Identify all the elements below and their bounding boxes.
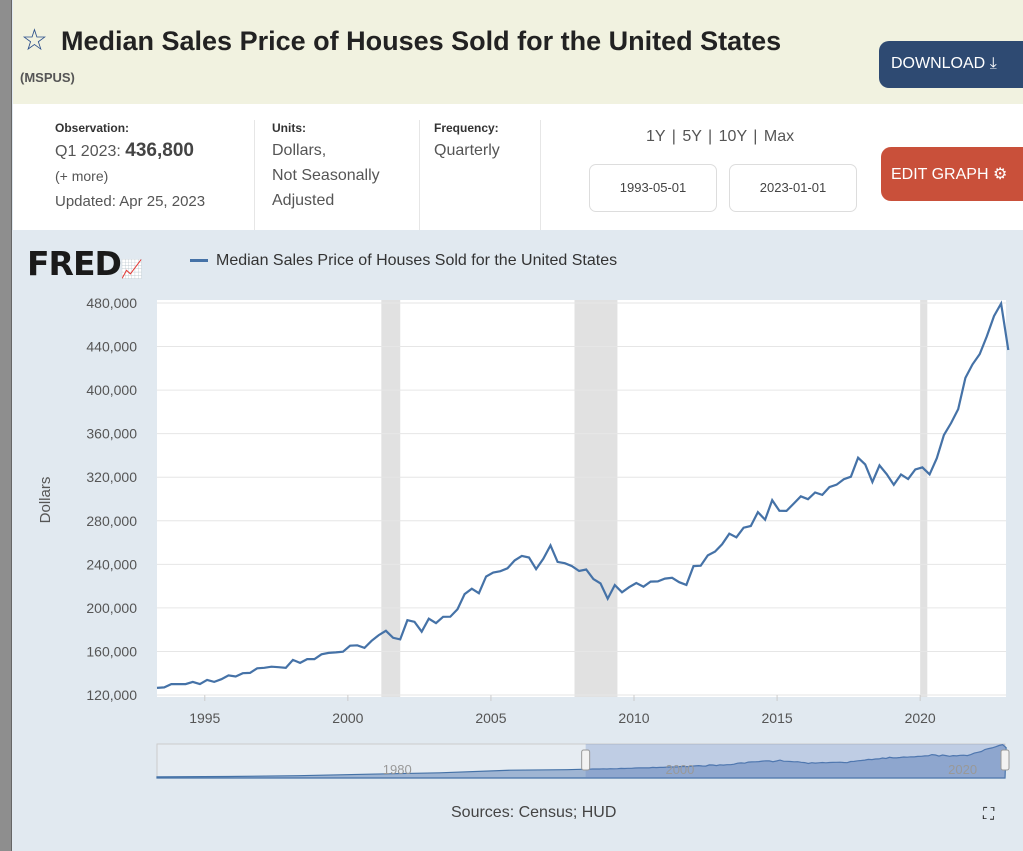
y-tick-label: 120,000 [86, 687, 137, 703]
fred-logo: FRED📈 [27, 244, 143, 283]
x-tick-label: 1995 [189, 710, 220, 726]
observation-label: Observation: [55, 121, 130, 135]
legend-line-icon [190, 259, 208, 263]
y-tick-label: 200,000 [86, 600, 137, 616]
divider [419, 120, 420, 230]
x-tick-label: 2020 [905, 710, 936, 726]
favorite-star-icon[interactable]: ☆ [21, 24, 48, 57]
recession-band [574, 300, 618, 697]
units-label: Units: [272, 121, 306, 135]
navigator-series [156, 744, 1007, 779]
fullscreen-icon[interactable]: ⛶ [983, 806, 995, 823]
info-panel: Observation: Q1 2023: 436,800 (+ more) U… [13, 104, 1023, 230]
updated-date: Updated: Apr 25, 2023 [55, 193, 206, 210]
range-selector[interactable]: 1Y | 5Y | 10Y | Max [646, 128, 795, 145]
end-date-input[interactable]: 2023-01-01 [729, 164, 857, 212]
y-tick-label: 320,000 [86, 469, 137, 485]
y-tick-label: 440,000 [86, 339, 137, 355]
frequency-value: Quarterly [434, 142, 500, 159]
header: ☆ Median Sales Price of Houses Sold for … [13, 0, 1023, 104]
left-window-edge [0, 0, 12, 851]
x-tick-label: 2015 [762, 710, 793, 726]
gear-icon: ⚙ [992, 166, 1008, 183]
navigator-handle[interactable] [581, 749, 591, 771]
units-line: Adjusted [272, 192, 335, 209]
recession-band [381, 300, 401, 697]
units: Units: Dollars, Not Seasonally Adjusted [272, 120, 380, 213]
edit-graph-label: EDIT GRAPH [891, 166, 989, 183]
edit-graph-button[interactable]: EDIT GRAPH ⚙ [881, 147, 1023, 201]
divider [254, 120, 255, 230]
y-tick-label: 360,000 [86, 426, 137, 442]
navigator-label: 2000 [665, 762, 694, 777]
observation-value: 436,800 [125, 140, 194, 161]
y-tick-label: 280,000 [86, 513, 137, 529]
legend-item[interactable]: Median Sales Price of Houses Sold for th… [190, 252, 617, 270]
navigator-label: 2020 [948, 762, 977, 777]
x-tick-label: 2000 [332, 710, 363, 726]
page-title: Median Sales Price of Houses Sold for th… [61, 26, 782, 56]
series-line [156, 300, 1010, 689]
navigator-handle[interactable] [1000, 749, 1010, 771]
frequency: Frequency: Quarterly [434, 120, 500, 163]
start-date-input[interactable]: 1993-05-01 [589, 164, 717, 212]
units-line: Dollars, [272, 142, 327, 159]
series-id: (MSPUS) [20, 70, 75, 85]
legend-label: Median Sales Price of Houses Sold for th… [216, 252, 618, 269]
download-button[interactable]: DOWNLOAD ⤓ [879, 41, 1023, 88]
observation: Observation: Q1 2023: 436,800 (+ more) U… [55, 120, 205, 214]
y-tick-label: 480,000 [86, 295, 137, 311]
units-line: Not Seasonally [272, 167, 380, 184]
x-tick-label: 2010 [618, 710, 649, 726]
download-label: DOWNLOAD [891, 55, 986, 72]
recession-band [920, 300, 928, 697]
sources: Sources: Census; HUD [451, 804, 617, 821]
more-link[interactable]: (+ more) [55, 168, 109, 184]
frequency-label: Frequency: [434, 121, 499, 135]
navigator-label: 1980 [383, 762, 412, 777]
x-tick-label: 2005 [475, 710, 506, 726]
y-tick-label: 400,000 [86, 382, 137, 398]
navigator-selection [585, 744, 1005, 778]
y-tick-label: 240,000 [86, 556, 137, 572]
y-axis-label: Dollars [37, 477, 54, 524]
fred-logo-text: FRED [27, 244, 122, 283]
divider [540, 120, 541, 230]
download-icon: ⤓ [989, 55, 997, 72]
observation-period: Q1 2023: [55, 143, 121, 160]
y-tick-label: 160,000 [86, 643, 137, 659]
chart-icon: 📈 [120, 259, 143, 280]
